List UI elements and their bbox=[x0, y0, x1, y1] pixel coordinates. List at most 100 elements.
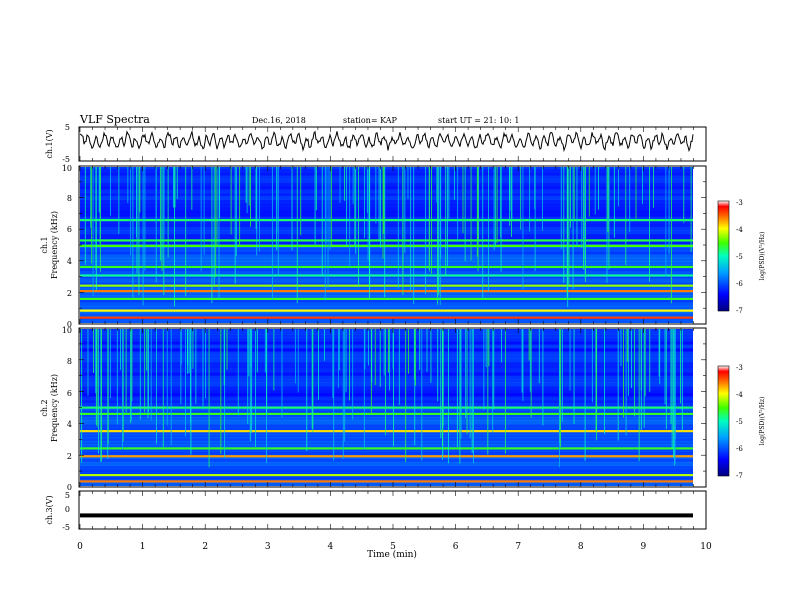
start-ut-label: start UT = 21: 10: 1 bbox=[438, 116, 519, 125]
cb1-tick-minus5: -5 bbox=[736, 253, 743, 261]
spectrogram-streak bbox=[408, 329, 409, 374]
spectrogram-streak bbox=[644, 329, 646, 397]
spectrogram-streak bbox=[572, 167, 574, 290]
spectrogram-streak bbox=[120, 329, 122, 370]
spectrogram-noise-row bbox=[80, 385, 693, 390]
spectrogram-streak bbox=[146, 329, 148, 371]
spectrogram-streak bbox=[180, 329, 182, 405]
spectrogram-streak bbox=[255, 167, 257, 229]
spectrogram-noise-row bbox=[80, 468, 693, 473]
spectrogram-streak bbox=[162, 329, 164, 448]
spectrogram-streak bbox=[251, 329, 253, 434]
spectrogram-noise-row bbox=[80, 413, 693, 418]
x-tick-label-10: 10 bbox=[700, 542, 712, 552]
spectrogram-streak bbox=[216, 167, 218, 246]
spectrogram-streak bbox=[627, 329, 629, 396]
spectrogram-streak bbox=[246, 167, 248, 214]
spectrogram-streak bbox=[665, 329, 667, 430]
spectrogram-noise-row bbox=[80, 368, 693, 373]
spectrogram-streak bbox=[425, 167, 427, 295]
spectrogram-streak bbox=[205, 329, 207, 399]
spectrogram-streak bbox=[127, 167, 129, 204]
spectrogram-noise-row bbox=[80, 216, 693, 221]
spectrogram-streak bbox=[249, 329, 251, 442]
spectrogram-streak bbox=[226, 329, 228, 370]
spectrogram-streak bbox=[492, 329, 494, 433]
ch1-colorbar bbox=[717, 200, 730, 312]
spectrogram-noise-row bbox=[80, 168, 693, 173]
spectrogram-streak bbox=[109, 329, 111, 399]
spectrogram-streak bbox=[478, 167, 480, 242]
cb2-tick-minus4: -4 bbox=[736, 391, 743, 399]
spectrogram-streak bbox=[384, 167, 386, 298]
spectrogram-streak bbox=[131, 329, 133, 402]
spectrogram-streak bbox=[414, 329, 416, 446]
spectrogram-streak bbox=[250, 329, 252, 367]
spectrogram-streak bbox=[132, 167, 134, 298]
spectrogram-streak bbox=[509, 167, 510, 201]
spectrogram-streak bbox=[211, 167, 213, 303]
spectrogram-noise-row bbox=[80, 185, 693, 190]
spectrogram-streak bbox=[95, 167, 97, 291]
spectrogram-noise-row bbox=[80, 312, 693, 317]
ch2-spectrogram-ylabel-line1: ch.2 bbox=[40, 399, 49, 416]
spectrogram-streak bbox=[659, 329, 661, 385]
spectrogram-streak bbox=[522, 167, 524, 290]
spectrogram-noise-row bbox=[80, 292, 693, 297]
spectrogram-streak bbox=[620, 329, 622, 366]
spectrogram-streak bbox=[349, 329, 350, 401]
spectrogram-streak bbox=[469, 329, 471, 439]
spectrogram-streak bbox=[440, 167, 442, 259]
spectrogram-streak bbox=[665, 167, 667, 277]
spectrogram-streak bbox=[521, 329, 523, 393]
spectrogram-streak bbox=[485, 329, 487, 368]
spectrogram-streak bbox=[255, 329, 256, 448]
spectrogram-streak bbox=[598, 167, 599, 210]
spectrogram-streak bbox=[167, 167, 169, 258]
spectrogram-streak bbox=[239, 167, 241, 247]
spectrogram-streak bbox=[464, 167, 466, 262]
spectrogram-streak bbox=[202, 329, 204, 410]
spectrogram-streak bbox=[185, 329, 186, 437]
spectrogram-streak bbox=[404, 167, 406, 254]
spectrogram-streak bbox=[398, 329, 400, 405]
spectrogram-streak bbox=[93, 329, 95, 373]
spectrogram-streak bbox=[139, 167, 141, 213]
spectrogram-streak bbox=[594, 167, 596, 215]
spectrogram-streak bbox=[223, 329, 225, 385]
spectrogram-streak bbox=[277, 167, 279, 276]
x-tick-label-8: 8 bbox=[578, 542, 584, 552]
spectrogram-streak bbox=[109, 167, 111, 216]
spectrogram-streak bbox=[563, 167, 565, 284]
spectrogram-streak bbox=[266, 329, 268, 414]
spectrogram-streak bbox=[445, 167, 447, 276]
spectrogram-streak bbox=[339, 167, 341, 203]
spectrogram-streak bbox=[332, 329, 334, 398]
spectrogram-streak bbox=[346, 167, 348, 246]
spectrogram-streak bbox=[470, 167, 472, 261]
spectrogram-streak bbox=[419, 329, 421, 370]
spectrogram-noise-row bbox=[80, 448, 693, 452]
spectrogram-streak bbox=[190, 329, 192, 455]
spectrogram-noise-row bbox=[80, 410, 693, 414]
spectrogram-noise-row bbox=[80, 206, 693, 211]
spectrogram-streak bbox=[92, 167, 94, 296]
spectrogram-streak bbox=[472, 329, 474, 464]
spectrogram-band bbox=[80, 430, 693, 433]
spectrogram-streak bbox=[271, 167, 273, 301]
spectrogram-streak bbox=[672, 329, 674, 458]
x-tick-labels: 0 1 2 3 4 5 6 7 8 9 10 bbox=[77, 542, 712, 552]
spectrogram-streak bbox=[378, 167, 380, 241]
spectrogram-noise-row bbox=[80, 189, 693, 194]
spec2-y-tick-6: 6 bbox=[67, 389, 72, 398]
cb1-label: log(PSD)(V²/Hz) bbox=[759, 232, 766, 281]
spectrogram-streak bbox=[649, 167, 650, 282]
spectrogram-noise-row bbox=[80, 375, 693, 380]
spectrogram-streak bbox=[561, 329, 563, 422]
spectrogram-streak bbox=[438, 167, 440, 295]
spectrogram-streak bbox=[354, 167, 356, 247]
spectrogram-streak bbox=[596, 329, 598, 441]
spectrogram-streak bbox=[91, 167, 93, 264]
spectrogram-streak bbox=[273, 329, 275, 391]
